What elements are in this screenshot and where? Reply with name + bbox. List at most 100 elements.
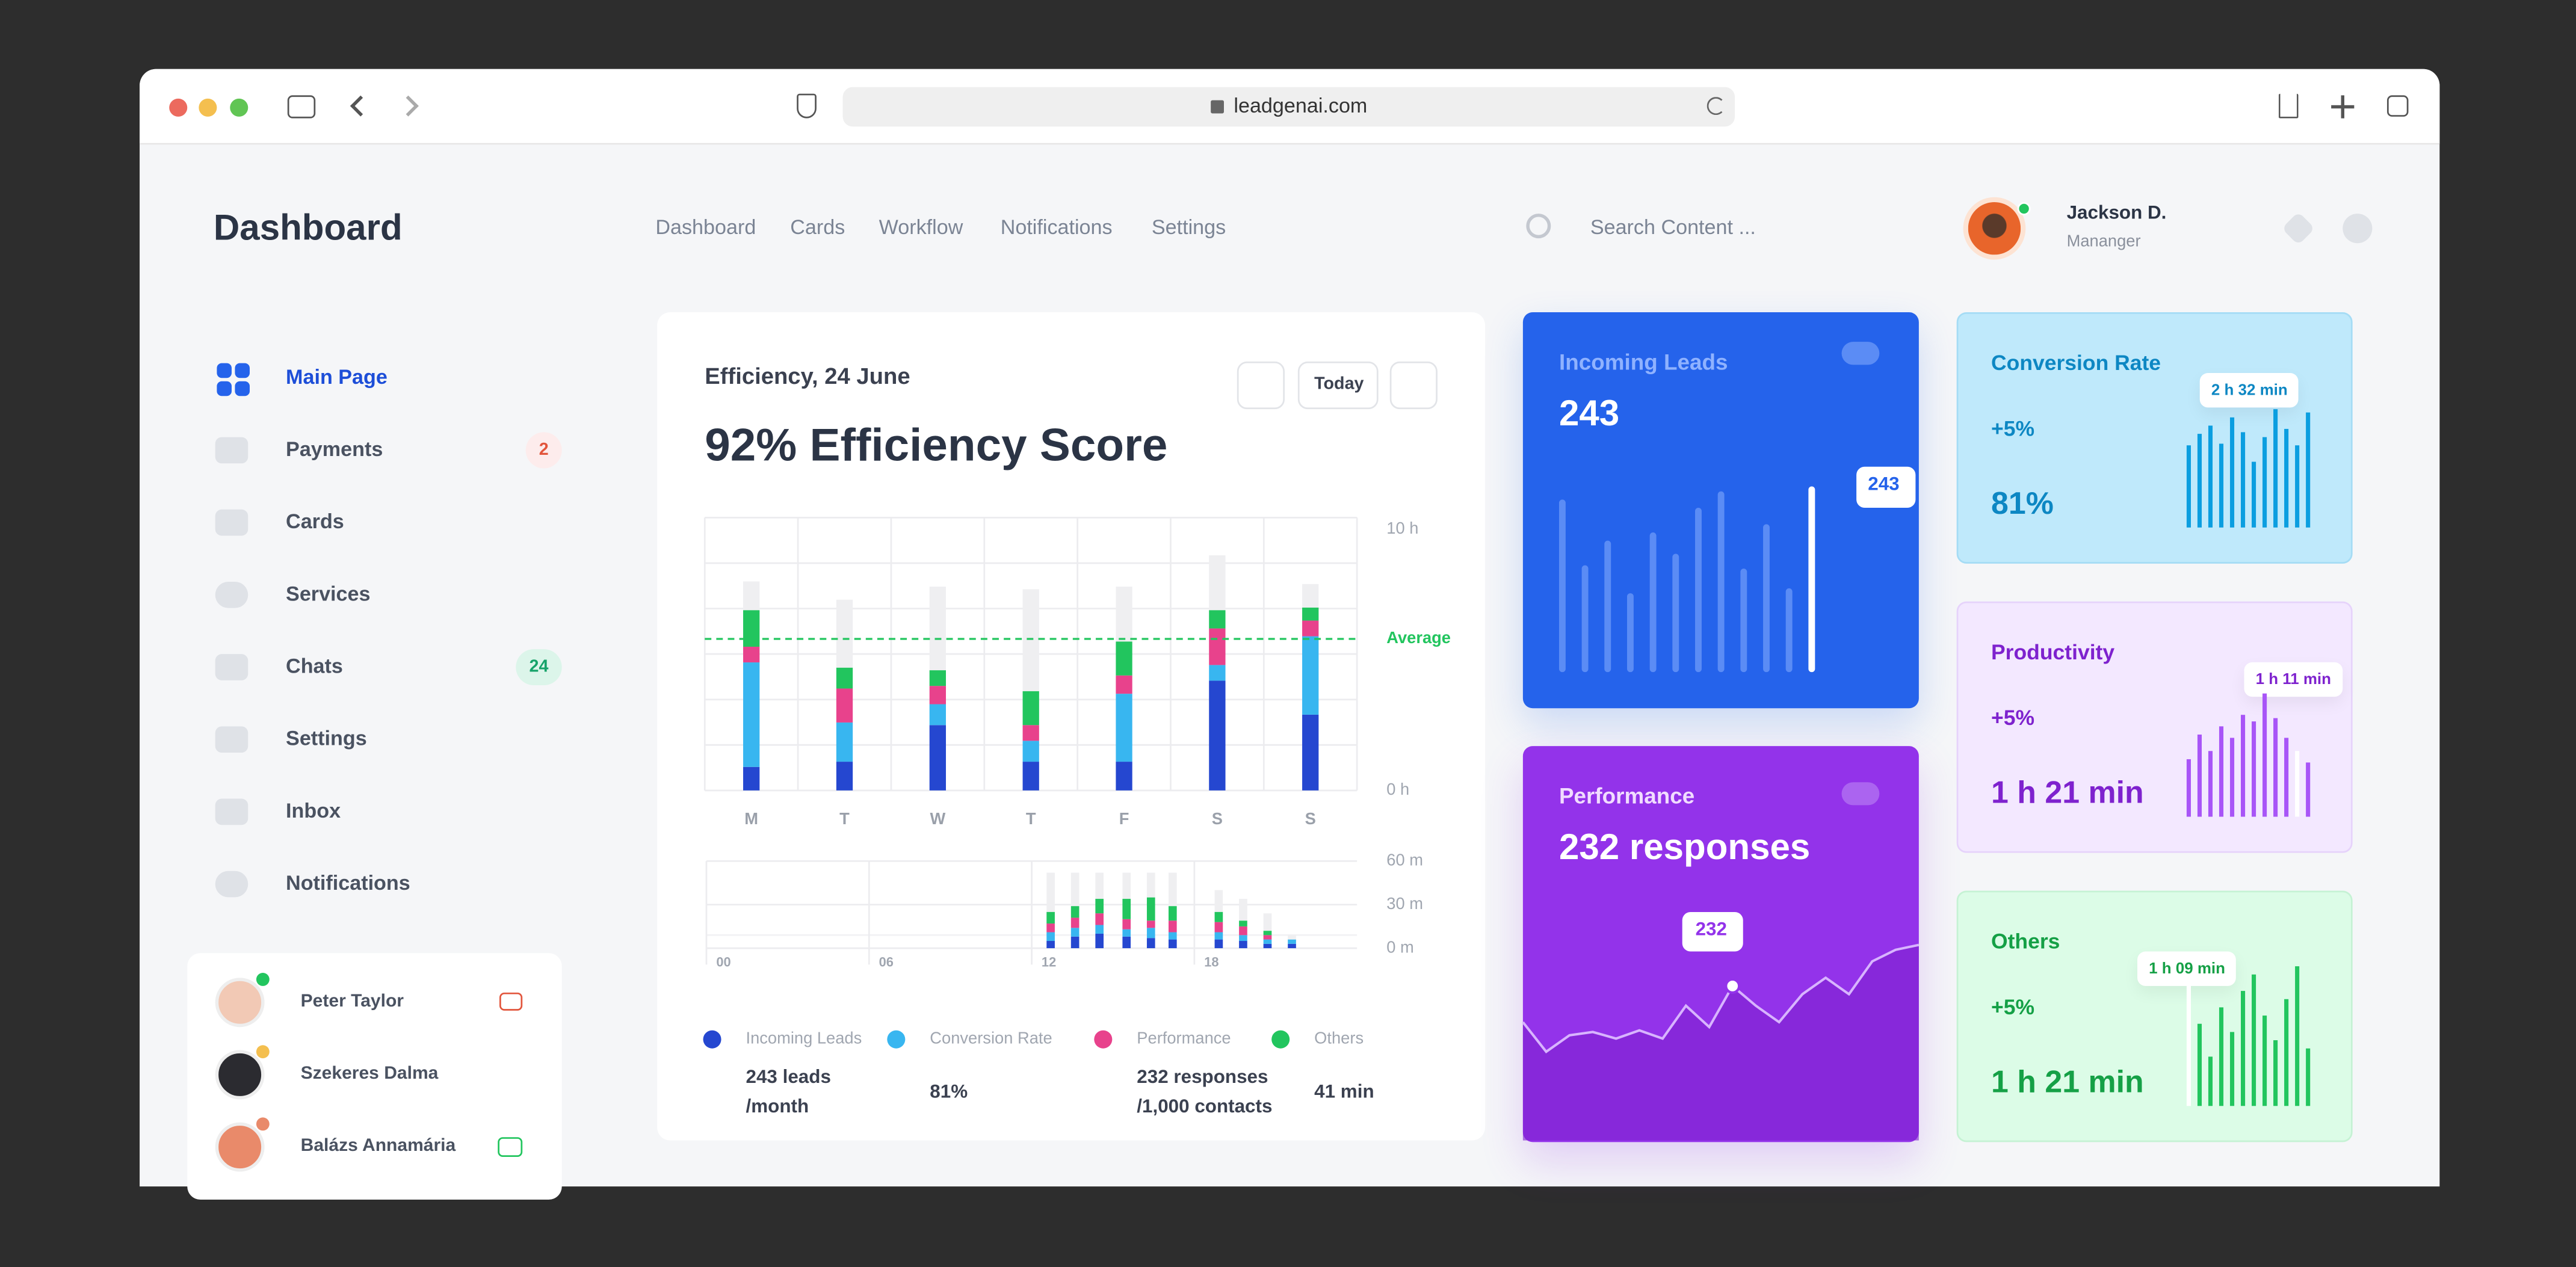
card-title: Incoming Leads xyxy=(1558,350,1728,375)
today-button[interactable] xyxy=(1297,361,1379,410)
x-tick-label: 18 xyxy=(1204,954,1219,969)
tooltip-value: 1 h 11 min xyxy=(2255,671,2331,689)
window-button[interactable] xyxy=(169,98,188,117)
lock-icon xyxy=(1211,100,1224,114)
card-title: Others xyxy=(1991,928,2060,954)
menu-icon xyxy=(235,381,250,396)
nav-link[interactable]: Dashboard xyxy=(655,216,756,239)
spark-bar xyxy=(1626,593,1634,673)
contact-avatar[interactable] xyxy=(215,978,265,1028)
shield-icon xyxy=(797,93,817,119)
share-icon[interactable] xyxy=(2278,93,2299,119)
bar-segment xyxy=(1263,913,1272,931)
spark-bar xyxy=(2240,432,2246,528)
spark-bar xyxy=(2229,1032,2235,1106)
more-button[interactable] xyxy=(1841,342,1880,365)
url-bar[interactable] xyxy=(842,87,1735,127)
tooltip-value: 232 xyxy=(1695,920,1727,940)
contact-avatar[interactable] xyxy=(215,1050,265,1100)
url[interactable]: leadgenai.com xyxy=(1234,94,1368,118)
chat-icon[interactable] xyxy=(498,1137,523,1157)
spark-bar xyxy=(1581,565,1589,673)
menu-item[interactable]: Payments xyxy=(286,437,383,461)
bar-segment xyxy=(1116,675,1132,694)
bar-segment xyxy=(1122,919,1131,929)
badge-count: 24 xyxy=(529,656,549,677)
user-avatar[interactable] xyxy=(1963,197,2026,260)
spark-bar xyxy=(2229,738,2235,817)
menu-item[interactable]: Inbox xyxy=(286,799,341,823)
contact-name[interactable]: Szekeres Dalma xyxy=(300,1064,439,1084)
sidebar-toggle[interactable] xyxy=(287,95,316,119)
bar-segment xyxy=(1095,925,1104,934)
nav-link[interactable]: Settings xyxy=(1151,216,1226,239)
tooltip xyxy=(2244,662,2343,697)
spark-bar xyxy=(2273,718,2278,817)
window-button[interactable] xyxy=(230,98,249,117)
spark-bar xyxy=(1740,569,1747,673)
bar-segment xyxy=(1070,928,1080,937)
power-button[interactable] xyxy=(2343,214,2373,244)
nav-link[interactable]: Workflow xyxy=(879,216,963,239)
bar-segment xyxy=(1116,641,1132,676)
next-button[interactable] xyxy=(1389,361,1438,410)
reload-icon[interactable] xyxy=(1707,97,1725,116)
new-tab-icon[interactable] xyxy=(2341,95,2344,119)
spark-bar xyxy=(2252,461,2256,528)
bar-segment xyxy=(1122,929,1131,937)
x-tick-label: 06 xyxy=(879,954,894,969)
badge-count: 2 xyxy=(539,440,549,460)
bar-segment xyxy=(743,581,760,611)
window-button[interactable] xyxy=(199,98,217,117)
spark-bar xyxy=(2197,434,2202,528)
card-title: Productivity xyxy=(1991,640,2115,665)
bar-segment xyxy=(1122,872,1131,899)
menu-item[interactable]: Notifications xyxy=(286,872,410,895)
menu-item[interactable]: Settings xyxy=(286,727,367,750)
menu-item[interactable]: Services xyxy=(286,582,371,606)
card-value: 81% xyxy=(1991,487,2054,522)
bar-segment xyxy=(1095,913,1104,925)
menu-icon xyxy=(215,654,249,680)
spark-bar xyxy=(2219,1007,2224,1106)
spark-bar xyxy=(2186,445,2191,528)
bar-segment xyxy=(1046,872,1055,912)
spark-bar xyxy=(2295,445,2300,528)
bar-segment xyxy=(1046,911,1055,924)
spark-bar xyxy=(2306,412,2311,528)
more-button[interactable] xyxy=(1841,782,1880,806)
tabs-icon[interactable] xyxy=(2386,95,2409,117)
spark-bar xyxy=(1649,532,1657,673)
contact-name[interactable]: Peter Taylor xyxy=(300,991,404,1011)
legend-dot xyxy=(703,1030,721,1049)
contact-avatar[interactable] xyxy=(215,1122,265,1172)
bar-segment xyxy=(1302,714,1319,791)
bar-segment xyxy=(1168,872,1177,907)
bar-segment xyxy=(1239,920,1247,926)
spark-bar xyxy=(2295,966,2300,1106)
prev-button[interactable] xyxy=(1237,361,1285,410)
camera-icon[interactable] xyxy=(499,992,523,1011)
bar-segment xyxy=(1095,872,1104,899)
user-name: Jackson D. xyxy=(2066,203,2167,224)
nav-link[interactable]: Notifications xyxy=(1000,216,1113,239)
nav-link[interactable]: Cards xyxy=(790,216,845,239)
spark-bar xyxy=(2208,751,2213,817)
bar-segment xyxy=(1302,620,1319,637)
search-icon xyxy=(1526,214,1551,239)
today-label[interactable]: Today xyxy=(1314,374,1364,394)
bar-segment xyxy=(1046,932,1055,942)
menu-item[interactable]: Cards xyxy=(286,510,344,534)
contact-name[interactable]: Balázs Annamária xyxy=(300,1136,456,1156)
menu-item[interactable]: Chats xyxy=(286,655,343,678)
spark-bar xyxy=(2284,999,2289,1106)
search-input[interactable]: Search Content ... xyxy=(1590,216,1756,239)
menu-item[interactable]: Main Page xyxy=(286,365,388,389)
spark-bar xyxy=(1672,553,1679,673)
bar-segment xyxy=(1214,922,1223,933)
bar-segment xyxy=(1146,897,1155,921)
menu-icon xyxy=(215,871,249,898)
card-change: +5% xyxy=(1991,994,2035,1020)
spark-bar xyxy=(2306,762,2311,817)
spark-bar xyxy=(1717,491,1725,673)
